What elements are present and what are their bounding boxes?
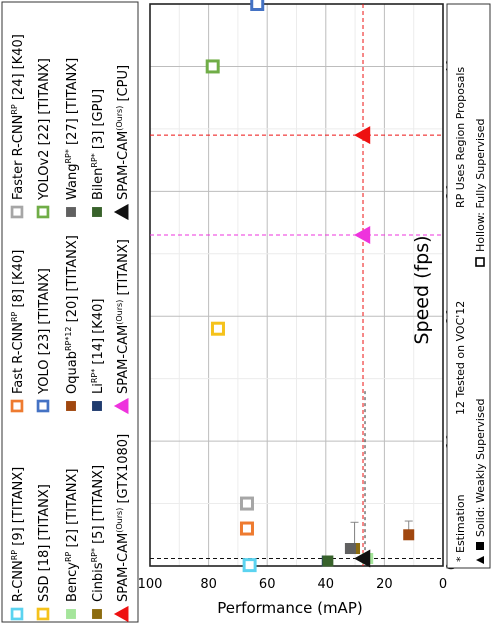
legend-label: LiRP* [14] [K40]: [90, 299, 106, 394]
legend-item: SSD [18] [TITANX]: [36, 484, 52, 621]
data-point-fast-r-cnn: [239, 521, 254, 536]
legend-item: YOLOv2 [22] [TITANX]: [36, 58, 52, 219]
legend-label: R-CNNRP [9] [TITANX]: [10, 467, 26, 602]
legend-item: Fast R-CNNRP [8] [K40]: [10, 250, 26, 413]
legend-item: WangRP* [27] [TITANX]: [64, 58, 80, 217]
legend-item: R-CNNRP [9] [TITANX]: [10, 467, 26, 621]
legend-marker-icon: [113, 397, 129, 415]
legend-item: SPAM-CAM(Ours) [GTX1080]: [113, 434, 131, 623]
legend-marker-icon: [92, 609, 102, 619]
legend-label: SPAM-CAM(Ours) [TITANX]: [115, 239, 131, 394]
hollow-square-icon: [475, 257, 485, 267]
legend-marker-icon: [113, 203, 129, 221]
legend-item: LiRP* [14] [K40]: [90, 299, 106, 411]
legend-label: BencyRP [2] [TITANX]: [64, 469, 80, 602]
legend-marker-icon: [36, 399, 50, 413]
data-point-faster-r-cnn: [239, 496, 254, 511]
data-point-r-cnn: [242, 558, 257, 573]
legend-item: OquabRP*12 [20] [TITANX]: [64, 235, 80, 411]
legend-marker-icon: [66, 401, 76, 411]
legend-label: YOLOv2 [22] [TITANX]: [37, 58, 52, 201]
y-axis-label: Speed (fps): [411, 235, 433, 344]
legend-label: Faster R-CNNRP [24] [K40]: [10, 34, 26, 200]
data-point-wang: [344, 543, 356, 555]
x-tick-label: 40: [318, 577, 335, 592]
legend-marker-icon: [10, 399, 24, 413]
data-point-bilen: [322, 555, 334, 567]
note-estimation: * Estimation: [454, 494, 467, 562]
legend-marker-icon: [113, 605, 129, 623]
legend-label: BilenRP* [3] [GPU]: [90, 89, 106, 200]
x-tick-label: 0: [439, 577, 447, 592]
legend-label: Fast R-CNNRP [8] [K40]: [10, 250, 26, 394]
legend-item: BencyRP [2] [TITANX]: [64, 469, 80, 619]
x-tick-label: 20: [376, 577, 393, 592]
notes-box: * Estimation 12 Tested on VOC'12 RP Uses R…: [446, 3, 491, 569]
legend-label: YOLO [23] [TITANX]: [37, 268, 52, 395]
legend-marker-icon: [66, 207, 76, 217]
data-point-spam-cam: [354, 126, 371, 145]
legend-marker-icon: [92, 401, 102, 411]
data-point-spam-cam: [354, 549, 371, 568]
note-voc: 12 Tested on VOC'12: [454, 301, 467, 415]
x-tick-label: 60: [259, 577, 276, 592]
data-point-yolov2: [205, 59, 220, 74]
legend-label: OquabRP*12 [20] [TITANX]: [64, 235, 80, 394]
note-hollow: Hollow: Fully Supervised: [474, 118, 487, 252]
legend-label: SPAM-CAM(Ours) [CPU]: [115, 65, 131, 200]
x-tick-label: 100: [138, 577, 163, 592]
legend-item: SPAM-CAM(Ours) [CPU]: [113, 65, 131, 221]
x-tick-label: 80: [200, 577, 217, 592]
notes-frame: [446, 3, 491, 569]
data-point-oquab: [403, 529, 415, 541]
legend: R-CNNRP [9] [TITANX] SSD [18] [TITANX] Ben…: [1, 1, 139, 623]
note-region-proposals: RP Uses Region Proposals: [454, 67, 467, 208]
x-axis-label: Performance (mAP): [217, 599, 362, 617]
legend-label: SSD [18] [TITANX]: [37, 484, 52, 602]
data-point-ssd: [210, 321, 225, 336]
plot-frame: [149, 3, 444, 567]
data-point-yolo: [250, 0, 265, 11]
legend-marker-icon: [36, 607, 50, 621]
legend-item: SPAM-CAM(Ours) [TITANX]: [113, 239, 131, 415]
legend-label: SPAM-CAM(Ours) [GTX1080]: [115, 434, 131, 602]
legend-marker-icon: [10, 607, 24, 621]
legend-label: WangRP* [27] [TITANX]: [64, 58, 80, 200]
solid-square-icon: [476, 542, 484, 550]
legend-item: BilenRP* [3] [GPU]: [90, 89, 106, 217]
legend-marker-icon: [66, 609, 76, 619]
data-point-spam-cam: [354, 226, 371, 245]
legend-item: CinbisRP* [5] [TITANX]: [90, 465, 106, 619]
legend-marker-icon: [10, 205, 24, 219]
legend-frame: [1, 1, 139, 623]
note-solid: Solid: Weakly Supervised: [474, 399, 487, 537]
legend-label: CinbisRP* [5] [TITANX]: [90, 465, 106, 602]
legend-marker-icon: [92, 207, 102, 217]
solid-triangle-icon: [476, 556, 484, 564]
plot-area: [149, 0, 444, 573]
legend-item: YOLO [23] [TITANX]: [36, 268, 52, 413]
legend-item: Faster R-CNNRP [24] [K40]: [10, 34, 26, 219]
legend-marker-icon: [36, 205, 50, 219]
